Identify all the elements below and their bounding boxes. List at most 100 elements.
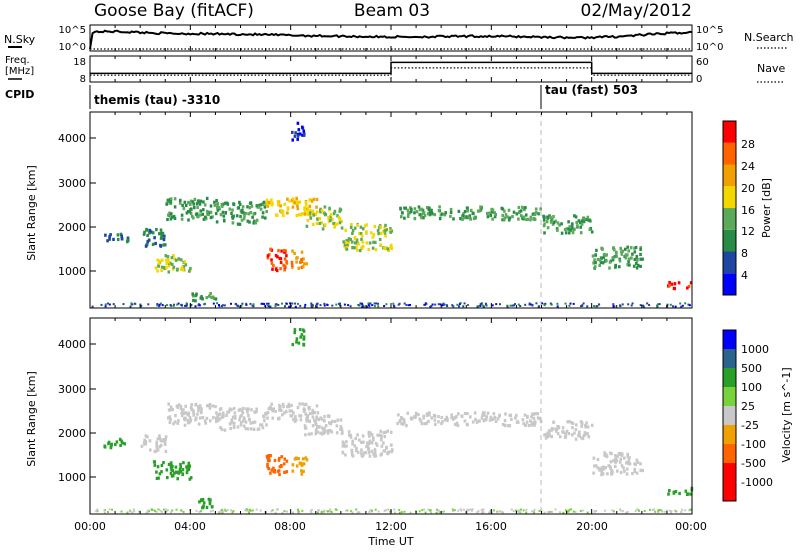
power-cell	[198, 213, 202, 217]
power-range-label-4000: 4000	[58, 132, 86, 145]
cpid-right-text: tau (fast) 503	[545, 83, 638, 97]
power-cell	[293, 134, 297, 138]
velocity-cell	[627, 462, 631, 466]
velocity-ground-cell	[586, 511, 589, 514]
power-ground-cell	[476, 305, 479, 308]
power-cell	[353, 246, 356, 250]
power-cell	[385, 246, 388, 251]
power-cell	[159, 228, 163, 232]
power-cell	[400, 211, 404, 215]
velocity-cell	[277, 458, 281, 462]
power-ground-cell	[687, 303, 690, 306]
velocity-ground-cell	[383, 509, 386, 512]
velocity-cell	[584, 425, 587, 429]
velocity-cell	[585, 421, 588, 425]
power-ground-cell	[485, 304, 488, 307]
power-cell	[525, 217, 528, 221]
velocity-cell	[469, 415, 472, 419]
velocity-cell	[373, 450, 377, 455]
power-cell	[298, 132, 302, 136]
velocity-colorbar	[723, 330, 736, 501]
power-cell	[635, 266, 639, 270]
power-cell	[265, 200, 269, 204]
velocity-cell	[684, 489, 688, 493]
velocity-ground-cell	[481, 510, 484, 513]
power-cell	[112, 237, 115, 241]
velocity-cell	[367, 447, 370, 451]
power-colorbar-segment	[723, 164, 736, 187]
power-cell	[214, 212, 218, 216]
power-ground-cell	[431, 303, 434, 306]
velocity-cell	[581, 436, 585, 441]
velocity-cell	[320, 426, 324, 430]
velocity-cell	[195, 416, 198, 420]
power-cell	[221, 210, 225, 214]
velocity-ground-cell	[430, 511, 433, 514]
power-ground-cell	[361, 302, 364, 305]
power-cell	[308, 208, 312, 212]
velocity-cell	[228, 407, 232, 411]
power-cell	[517, 205, 521, 210]
power-cell	[639, 257, 642, 261]
velocity-cell	[437, 415, 440, 419]
power-cell	[599, 260, 603, 265]
power-cell	[294, 131, 297, 135]
power-ground-cell	[357, 304, 360, 306]
velocity-cell	[626, 460, 629, 464]
power-cell	[120, 234, 123, 238]
power-cell	[180, 213, 184, 217]
power-cell	[270, 261, 274, 265]
power-ground-cell	[612, 303, 615, 306]
velocity-cell	[356, 450, 360, 454]
power-cell	[459, 217, 462, 221]
velocity-cell	[216, 418, 220, 422]
velocity-cell	[209, 419, 212, 423]
velocity-cell	[326, 429, 329, 433]
power-cell	[379, 225, 382, 229]
velocity-cell	[623, 456, 626, 460]
velocity-cell	[187, 461, 191, 465]
power-cell	[353, 226, 357, 230]
velocity-ground-cell	[572, 510, 575, 513]
power-cell	[193, 206, 196, 210]
power-ground-cell	[216, 302, 219, 305]
velocity-cell	[292, 418, 295, 422]
power-cell	[276, 255, 279, 259]
velocity-cell	[311, 424, 315, 428]
velocity-cell	[189, 476, 193, 480]
power-cell	[594, 261, 597, 265]
power-cell	[338, 221, 342, 225]
velocity-ground-cell	[612, 510, 615, 513]
power-cell	[444, 211, 447, 215]
power-cell	[372, 233, 376, 237]
power-cell	[551, 217, 554, 221]
velocity-cell	[602, 467, 605, 471]
power-cell	[421, 216, 425, 220]
velocity-cell	[215, 417, 218, 421]
velocity-cell	[242, 424, 246, 428]
velocity-cell	[538, 416, 542, 421]
power-cell	[158, 232, 161, 236]
velocity-ground-cell	[95, 510, 98, 513]
power-cell	[302, 257, 305, 261]
noise-right-tick-bottom: 10^0	[696, 42, 723, 53]
velocity-cell	[422, 414, 425, 418]
power-cell	[238, 202, 242, 206]
power-ground-cell	[627, 303, 630, 306]
power-ground-cell	[194, 305, 197, 308]
power-cell	[191, 292, 194, 296]
power-cell	[526, 217, 529, 221]
velocity-cell	[455, 421, 459, 425]
velocity-ground-cell	[146, 509, 149, 512]
velocity-ground-cell	[429, 509, 432, 512]
velocity-cell	[608, 464, 612, 469]
power-ground-cell	[392, 302, 395, 305]
velocity-cell	[308, 419, 311, 423]
velocity-cell	[158, 472, 162, 476]
velocity-cell	[611, 470, 614, 474]
velocity-cell	[239, 423, 243, 427]
power-cell	[598, 263, 601, 267]
noise-right-tick-top: 10^5	[696, 25, 723, 36]
power-cell	[511, 215, 514, 219]
